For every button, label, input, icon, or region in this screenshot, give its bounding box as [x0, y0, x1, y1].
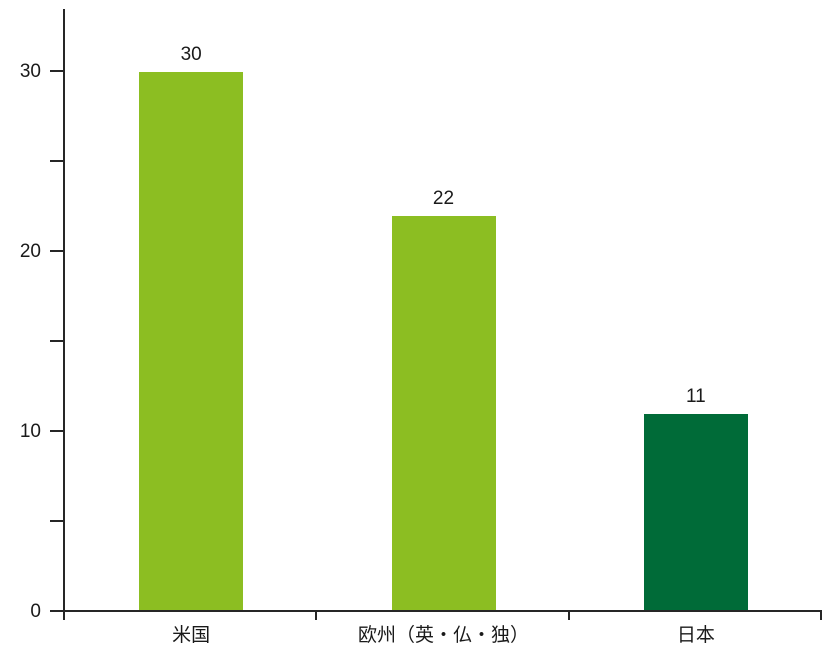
y-tick-label: 20: [19, 241, 41, 262]
y-tick: [50, 160, 63, 162]
y-tick: [50, 340, 63, 342]
x-tick: [315, 612, 318, 620]
y-tick: [50, 610, 63, 612]
x-tick: [567, 612, 570, 620]
y-tick: [50, 250, 63, 252]
bar: [643, 414, 748, 610]
y-axis-line: [63, 9, 65, 620]
y-tick-label: 10: [19, 421, 41, 442]
x-category-label: 日本: [676, 625, 715, 646]
bar: [139, 72, 244, 610]
y-tick: [50, 520, 63, 522]
y-tick-label: 30: [19, 61, 41, 82]
bar-value-label: 22: [432, 188, 455, 209]
bar: [391, 216, 496, 610]
y-tick: [50, 70, 63, 72]
x-tick: [820, 612, 822, 620]
bar-value-label: 11: [685, 386, 706, 407]
y-tick-label: 0: [30, 601, 41, 622]
x-category-label: 欧州（英・仏・独）: [357, 625, 529, 646]
bar-value-label: 30: [180, 44, 202, 65]
x-category-label: 米国: [172, 625, 211, 646]
y-tick: [50, 430, 63, 432]
x-axis-line: [63, 610, 822, 612]
